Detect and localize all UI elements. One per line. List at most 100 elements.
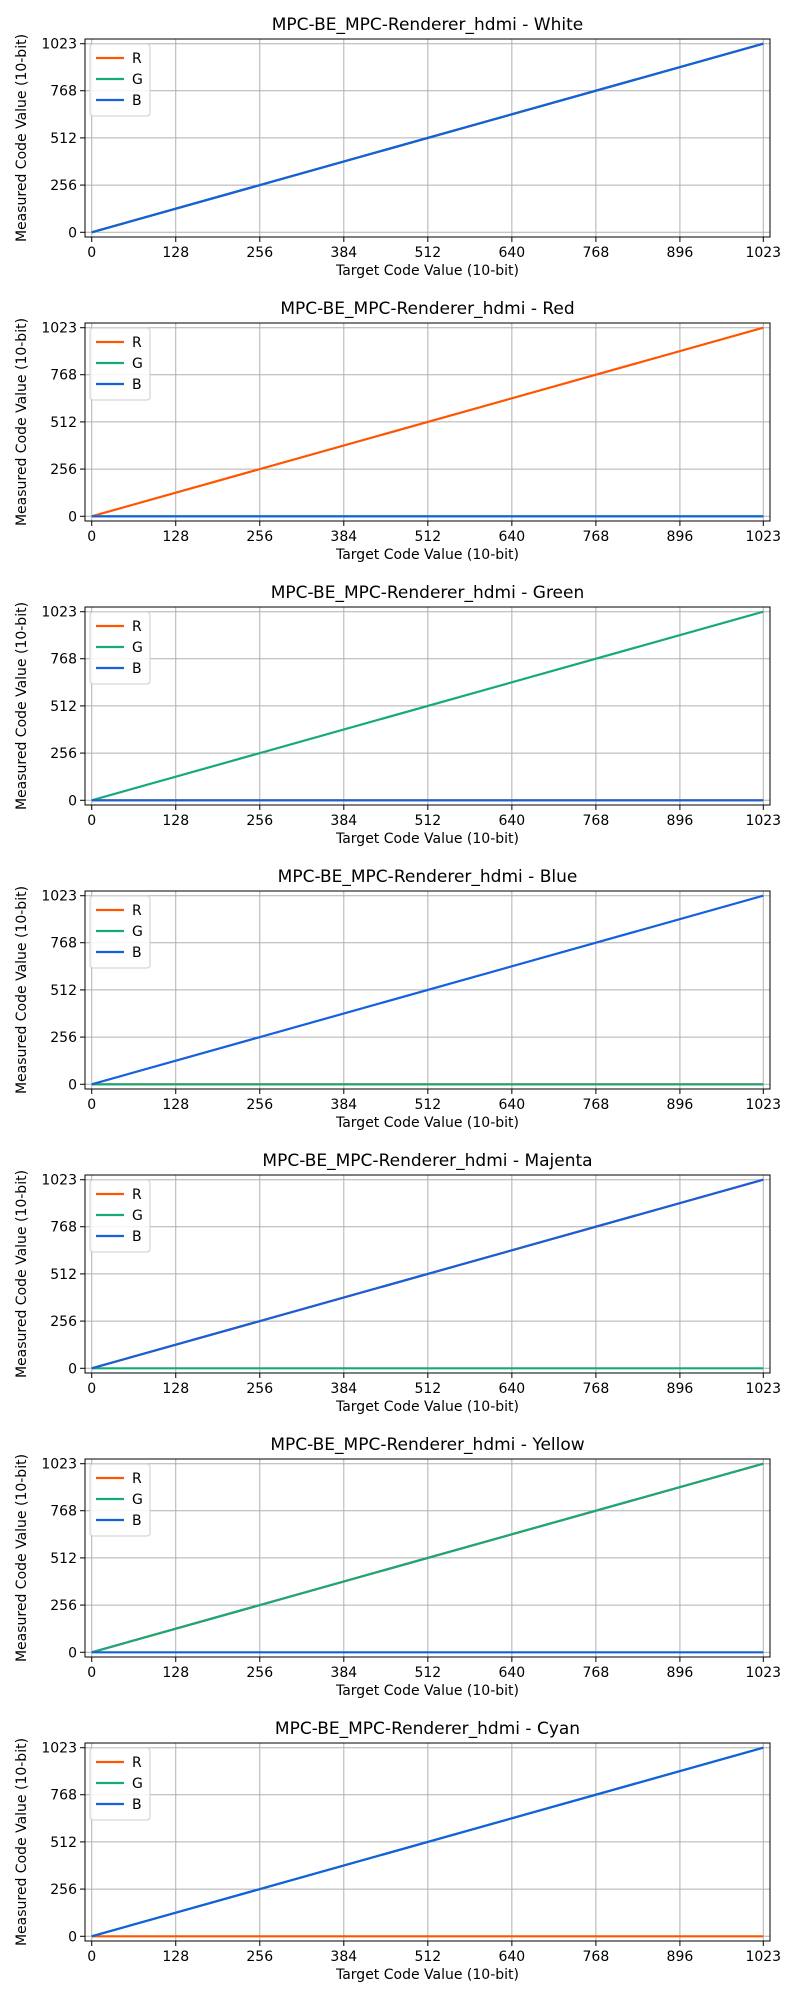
x-tick-label: 768 <box>583 245 610 261</box>
plot-frame <box>84 322 771 522</box>
legend: RGB <box>89 1463 151 1537</box>
plot-frame <box>84 1742 771 1942</box>
chart-panel: MPC-BE_MPC-Renderer_hdmi - Majenta 0 128 25… <box>14 1151 781 1415</box>
x-tick-label: 640 <box>498 1665 525 1681</box>
legend-label: G <box>132 924 143 940</box>
y-tick-label: 768 <box>50 1788 77 1804</box>
x-tick-label: 640 <box>498 1381 525 1397</box>
legend-label: B <box>132 93 142 109</box>
chart-title: MPC-BE_MPC-Renderer_hdmi - Yellow <box>270 1435 584 1455</box>
x-tick-label: 0 <box>87 529 96 545</box>
y-tick-label: 512 <box>50 1267 77 1283</box>
y-tick-label: 0 <box>68 1361 77 1377</box>
chart-panel: MPC-BE_MPC-Renderer_hdmi - Red 0 128 256 384… <box>14 299 781 563</box>
legend-label: B <box>132 945 142 961</box>
legend: RGB <box>89 1747 151 1821</box>
y-tick-label: 512 <box>50 1835 77 1851</box>
chart-title: MPC-BE_MPC-Renderer_hdmi - White <box>272 15 583 35</box>
legend-label: G <box>132 356 143 372</box>
x-tick-label: 128 <box>162 245 189 261</box>
x-tick-label: 768 <box>583 529 610 545</box>
x-tick-label: 768 <box>583 1949 610 1965</box>
y-axis-label: Measured Code Value (10-bit) <box>14 1454 30 1662</box>
legend-label: R <box>132 335 142 351</box>
x-tick-label: 640 <box>498 813 525 829</box>
x-tick-label: 256 <box>246 529 273 545</box>
x-tick-label: 640 <box>498 245 525 261</box>
legend-label: R <box>132 903 142 919</box>
legend-label: R <box>132 619 142 635</box>
x-tick-label: 512 <box>414 245 441 261</box>
x-tick-label: 896 <box>667 245 694 261</box>
x-tick-label: 1023 <box>745 1949 781 1965</box>
y-tick-label: 0 <box>68 509 77 525</box>
legend: RGB <box>89 43 151 117</box>
plot-frame <box>84 606 771 806</box>
x-axis-label: Target Code Value (10-bit) <box>335 1967 519 1983</box>
chart-panel: MPC-BE_MPC-Renderer_hdmi - Cyan 0 128 256 38… <box>14 1719 781 1983</box>
chart-panel: MPC-BE_MPC-Renderer_hdmi - Blue 0 128 256 38… <box>14 867 781 1131</box>
y-tick-label: 256 <box>50 1598 77 1614</box>
x-tick-label: 896 <box>667 529 694 545</box>
y-tick-label: 1023 <box>41 1457 77 1473</box>
y-tick-label: 0 <box>68 1077 77 1093</box>
x-tick-label: 384 <box>330 1381 357 1397</box>
x-tick-label: 640 <box>498 1097 525 1113</box>
x-tick-label: 256 <box>246 1665 273 1681</box>
x-tick-label: 128 <box>162 1665 189 1681</box>
x-tick-label: 384 <box>330 1665 357 1681</box>
y-tick-label: 256 <box>50 178 77 194</box>
x-tick-label: 512 <box>414 813 441 829</box>
plot-frame <box>84 1458 771 1658</box>
chart-panel: MPC-BE_MPC-Renderer_hdmi - Yellow 0 128 256… <box>14 1435 781 1699</box>
legend-label: G <box>132 1776 143 1792</box>
x-tick-label: 384 <box>330 529 357 545</box>
x-tick-label: 256 <box>246 1949 273 1965</box>
chart-panel: MPC-BE_MPC-Renderer_hdmi - White 0 128 256 3… <box>14 15 781 279</box>
legend-label: B <box>132 661 142 677</box>
series-line-g <box>91 1462 764 1654</box>
x-tick-label: 128 <box>162 529 189 545</box>
legend-label: R <box>132 1471 142 1487</box>
legend-label: G <box>132 72 143 88</box>
x-axis-label: Target Code Value (10-bit) <box>335 1399 519 1415</box>
series-line-g <box>91 610 764 802</box>
x-tick-label: 0 <box>87 1665 96 1681</box>
x-axis-label: Target Code Value (10-bit) <box>335 547 519 563</box>
x-tick-label: 1023 <box>745 245 781 261</box>
y-tick-label: 1023 <box>41 1741 77 1757</box>
x-tick-label: 128 <box>162 1381 189 1397</box>
y-tick-label: 1023 <box>41 321 77 337</box>
x-tick-label: 0 <box>87 1097 96 1113</box>
y-axis-label: Measured Code Value (10-bit) <box>14 602 30 810</box>
legend: RGB <box>89 895 151 969</box>
y-tick-label: 256 <box>50 1314 77 1330</box>
y-tick-label: 256 <box>50 1030 77 1046</box>
x-tick-label: 512 <box>414 529 441 545</box>
x-tick-label: 640 <box>498 1949 525 1965</box>
y-tick-label: 0 <box>68 225 77 241</box>
legend-label: G <box>132 1208 143 1224</box>
chart-title: MPC-BE_MPC-Renderer_hdmi - Majenta <box>262 1151 592 1171</box>
y-tick-label: 0 <box>68 1929 77 1945</box>
y-tick-label: 1023 <box>41 1173 77 1189</box>
series-line-b <box>91 1746 764 1938</box>
series-line-r <box>91 326 764 518</box>
x-tick-label: 896 <box>667 1665 694 1681</box>
chart-title: MPC-BE_MPC-Renderer_hdmi - Red <box>280 299 574 319</box>
y-tick-label: 256 <box>50 746 77 762</box>
x-tick-label: 256 <box>246 245 273 261</box>
y-tick-label: 256 <box>50 462 77 478</box>
legend-label: B <box>132 1229 142 1245</box>
x-axis-label: Target Code Value (10-bit) <box>335 831 519 847</box>
x-tick-label: 1023 <box>745 1665 781 1681</box>
x-axis-label: Target Code Value (10-bit) <box>335 263 519 279</box>
x-tick-label: 768 <box>583 1097 610 1113</box>
x-tick-label: 768 <box>583 1381 610 1397</box>
x-tick-label: 1023 <box>745 1381 781 1397</box>
plot-frame <box>84 890 771 1090</box>
y-tick-label: 768 <box>50 368 77 384</box>
x-tick-label: 512 <box>414 1665 441 1681</box>
x-tick-label: 128 <box>162 1097 189 1113</box>
